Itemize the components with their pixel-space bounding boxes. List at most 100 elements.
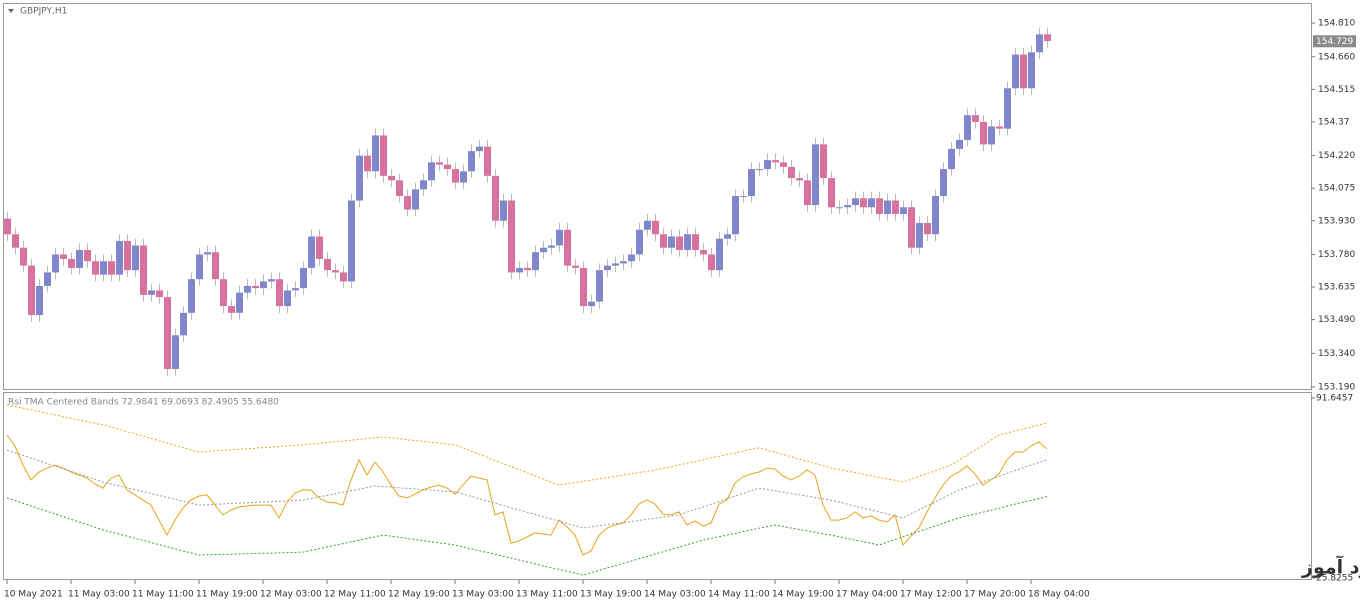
candle-body [460, 171, 467, 183]
candle-body [1028, 52, 1035, 89]
candle-body [164, 297, 171, 370]
y-tick-label: 153.635 [1318, 283, 1355, 293]
candle-body [516, 267, 523, 273]
candle-body [228, 306, 235, 313]
x-tick-label: 17 May 04:00 [836, 590, 898, 600]
candle-body [1044, 34, 1051, 42]
watermark: انتشار در وبسایت سود آموز [1301, 555, 1360, 579]
candle-body [348, 200, 355, 282]
candle-body [940, 169, 947, 197]
candle-body [28, 265, 35, 316]
candle-body [84, 249, 91, 262]
candle-body [12, 234, 19, 248]
candle-body [564, 229, 571, 266]
y-tick-label: 153.340 [1318, 349, 1355, 359]
candle-body [500, 200, 507, 221]
candle-body [820, 144, 827, 179]
candle-body [1020, 54, 1027, 89]
candle-body [180, 312, 187, 336]
candle-body [684, 234, 691, 250]
candle-body [804, 180, 811, 206]
candle-body [132, 245, 139, 271]
x-tick-label: 14 May 11:00 [708, 590, 770, 600]
candle-body [652, 220, 659, 235]
x-tick-label: 14 May 03:00 [644, 590, 706, 600]
candle-body [548, 245, 555, 248]
symbol-label: GBPJPY,H1 [20, 7, 67, 17]
candle-body [644, 220, 651, 230]
candle-body [628, 254, 635, 262]
candle-body [404, 196, 411, 210]
y-tick-label: 91.6457 [1316, 394, 1353, 404]
candle-body [188, 279, 195, 313]
x-tick-label: 13 May 19:00 [580, 590, 642, 600]
candle-body [964, 115, 971, 140]
x-tick-label: 10 May 2021 [4, 590, 63, 600]
y-tick-label: 153.190 [1318, 382, 1355, 392]
candle-body [156, 290, 163, 298]
candle-body [388, 175, 395, 181]
y-tick-label: 154.515 [1318, 85, 1355, 95]
candle-body [956, 139, 963, 149]
candle-body [268, 279, 275, 282]
candle-body [580, 267, 587, 307]
candle-body [364, 155, 371, 172]
candle-body [972, 115, 979, 122]
candle-body [92, 261, 99, 275]
x-tick-label: 11 May 11:00 [132, 590, 194, 600]
candle-body [292, 288, 299, 291]
candle-body [436, 162, 443, 165]
candle-body [604, 265, 611, 271]
candle-body [124, 240, 131, 271]
candle-body [756, 169, 763, 171]
candle-body [196, 254, 203, 280]
candle-body [996, 126, 1003, 129]
candle-body [556, 229, 563, 246]
x-tick-label: 12 May 19:00 [388, 590, 450, 600]
y-tick-label: 25.8255 [1316, 574, 1353, 584]
candle-body [412, 189, 419, 210]
y-tick-label: 154.220 [1318, 151, 1355, 161]
candle-body [796, 178, 803, 181]
candle-body [244, 285, 251, 293]
x-tick-label: 12 May 03:00 [260, 590, 322, 600]
candle-body [660, 234, 667, 248]
y-tick-label: 153.780 [1318, 250, 1355, 260]
band-line [6, 404, 1048, 486]
candle-body [36, 285, 43, 316]
candle-body [236, 292, 243, 313]
candle-body [452, 169, 459, 183]
y-tick-label: 154.37 [1318, 117, 1350, 127]
x-tick-label: 18 May 04:00 [1028, 590, 1090, 600]
rsi-line [6, 434, 1048, 556]
candle-body [900, 207, 907, 215]
x-tick-label: 11 May 19:00 [196, 590, 258, 600]
candle-body [4, 218, 11, 235]
candle-body [396, 180, 403, 197]
candle-body [740, 196, 747, 198]
x-tick-label: 12 May 11:00 [324, 590, 386, 600]
candle-body [636, 229, 643, 255]
candle-body [60, 254, 67, 259]
candle-body [252, 285, 259, 289]
indicator-panel [3, 392, 1312, 580]
y-tick-label: 153.490 [1318, 315, 1355, 325]
candle-body [524, 267, 531, 271]
candle-body [260, 281, 267, 289]
candle-body [828, 178, 835, 208]
symbol-menu-arrow[interactable] [8, 9, 14, 13]
candle-body [812, 144, 819, 206]
candle-body [724, 234, 731, 239]
candle-body [780, 162, 787, 167]
candle-body [916, 223, 923, 248]
candle-body [868, 198, 875, 208]
candle-body [844, 205, 851, 208]
candle-body [508, 200, 515, 273]
y-tick-label: 153.930 [1318, 216, 1355, 226]
candle-body [468, 151, 475, 172]
indicator-label: Rsi TMA Centered Bands 72.9841 69.0693 8… [8, 398, 279, 408]
candle-body [108, 261, 115, 275]
candle-body [100, 261, 107, 275]
x-tick-label: 11 May 03:00 [68, 590, 130, 600]
candle-body [596, 270, 603, 302]
